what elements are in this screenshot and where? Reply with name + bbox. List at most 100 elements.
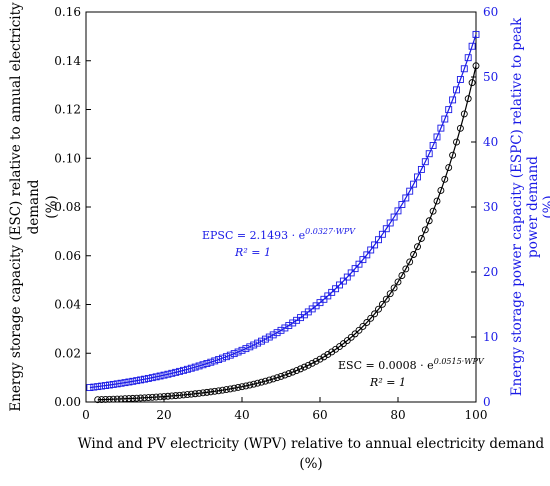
esc-equation: ESC = 0.0008 · e0.0515·WPV [338,357,485,372]
esc-point [375,305,382,313]
esc-point [456,124,464,132]
epsc-point [363,251,371,259]
esc-point [437,187,445,194]
epsc-point [378,230,386,238]
epsc-point [215,356,223,363]
epsc-point [164,370,172,378]
epsc-point [211,357,219,365]
esc-point [238,383,246,391]
esc-point [141,394,148,402]
epsc-point [277,326,285,334]
esc-point [172,392,180,400]
esc-point [211,387,219,395]
esc-point [371,310,379,318]
esc-point [98,396,106,404]
esc-point [187,390,195,398]
esc-point [359,323,367,330]
esc-point [445,164,453,171]
epsc-point [355,260,363,268]
epsc-point [394,207,402,215]
epsc-point [230,350,238,358]
esc-point [464,95,472,103]
esc-point [414,243,421,251]
epsc-point [250,341,258,349]
y-left-tick-label: 0.08 [54,200,81,214]
y-left-tick-label: 0.00 [54,395,81,409]
epsc-point [141,375,148,383]
esc-point [320,353,328,361]
esc-point [160,393,168,400]
epsc-point [441,115,449,123]
esc-point [273,374,281,382]
esc-point [215,387,223,395]
esc-point [109,395,117,403]
epsc-point [265,333,273,341]
esc-point [289,368,297,376]
epsc-point [468,42,476,50]
esc-point [308,359,316,367]
epsc-point [324,292,332,300]
esc-point [433,197,441,205]
esc-point [191,390,199,398]
esc-point [156,393,164,401]
plot-area [85,11,477,403]
epsc-point [453,86,460,94]
esc-point [129,394,137,402]
epsc-point [234,348,242,356]
epsc-point [254,339,262,347]
esc-point [94,396,102,404]
epsc-point [144,374,152,382]
esc-point [351,330,359,338]
epsc-point [195,362,203,370]
y-left-tick-label: 0.16 [54,5,81,19]
epsc-point [281,324,289,332]
esc-point [293,367,301,374]
esc-point [406,258,414,266]
epsc-point [246,343,254,351]
epsc-point [347,269,355,277]
epsc-point [390,213,398,221]
esc-point [316,355,324,363]
esc-point [117,395,125,403]
left-axis-ticks: 0.00 0.02 0.04 0.06 0.08 0.10 0.12 0.14 0.16 [54,5,91,409]
esc-point [105,395,113,403]
esc-point [394,278,402,286]
y-left-tick-label: 0.14 [54,54,81,68]
y-left-tick-label: 0.02 [54,346,81,360]
esc-point [355,326,363,334]
epsc-r2: R² = 1 [234,246,271,259]
x-tick-label: 20 [156,408,171,422]
epsc-point [152,373,160,381]
esc-equation-exponent: 0.0515·WPV [434,357,485,366]
esc-point [148,393,156,401]
esc-point [367,314,375,322]
esc-point [222,386,230,393]
esc-point [460,110,468,118]
epsc-point [86,384,94,392]
esc-point [121,395,129,403]
epsc-point [117,379,125,387]
epsc-point [102,382,109,389]
esc-point [429,207,437,215]
epsc-point [456,76,464,83]
epsc-point [464,54,472,62]
esc-point [425,217,433,225]
epsc-point [273,329,281,337]
x-tick-label: 40 [234,408,249,422]
epsc-point [199,361,207,369]
y-left-title-line3: (%) [44,195,60,218]
epsc-point [129,377,137,385]
y-right-tick-label: 60 [483,5,498,19]
esc-point [398,272,406,280]
esc-point [230,384,238,392]
epsc-point [445,106,453,114]
esc-point [176,391,184,399]
esc-point [152,393,160,401]
epsc-point [137,376,145,384]
esc-point [242,382,250,390]
y-left-tick-label: 0.12 [54,103,81,117]
esc-point [300,363,308,371]
epsc-point [261,335,269,343]
epsc-point [148,374,156,382]
